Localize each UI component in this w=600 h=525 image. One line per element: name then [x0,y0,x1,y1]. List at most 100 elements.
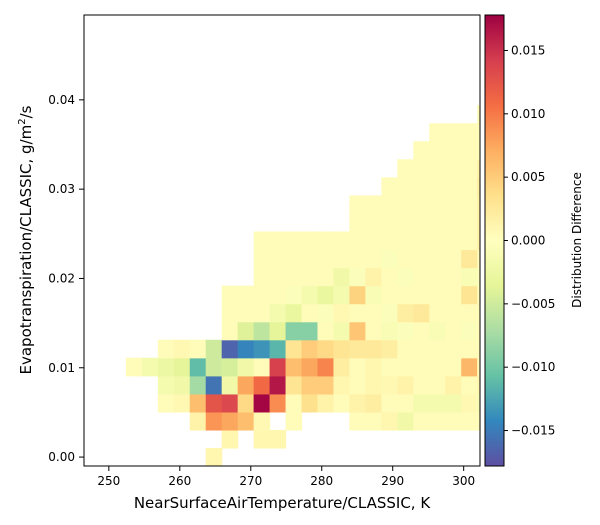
heatmap-cell [253,339,271,359]
x-tick-label: 250 [97,474,120,488]
heatmap-cell [301,393,319,413]
heatmap-cell [541,250,558,269]
heatmap-cell [429,339,446,359]
heatmap-cell [205,357,223,377]
heatmap-cell [285,285,303,305]
heatmap-cell [525,195,542,214]
heatmap-cell [333,321,351,341]
heatmap-cell [253,429,271,449]
heatmap-cell [541,268,558,287]
heatmap-cell [477,231,480,251]
heatmap-cell [445,141,462,160]
heatmap-cell [413,231,430,251]
heatmap-cell [461,231,478,251]
heatmap-cell [445,321,462,341]
y-axis-ticks: 0.00 0.01 0.02 0.03 0.04 [48,93,84,464]
heatmap-cell [349,231,366,251]
heatmap-cell [349,375,366,395]
x-tick-label: 300 [452,474,475,488]
heatmap-cell [509,394,526,413]
heatmap-cell [525,268,542,287]
heatmap-cell [317,357,335,377]
heatmap-cell [413,249,430,269]
heatmap-cell [477,249,480,269]
heatmap-cell [461,249,478,269]
heatmap-cell [541,376,558,395]
heatmap-cell [269,285,287,305]
heatmap-cell [429,411,446,431]
heatmap-cell [413,321,430,341]
heatmap-cell [333,303,351,323]
heatmap-cell [349,195,366,215]
heatmap-cell [557,87,574,106]
heatmap-cell [285,321,303,341]
heatmap-cell [349,285,366,305]
colorbar-gradient [484,14,505,467]
heatmap-cell [525,340,542,359]
heatmap-cell [269,267,287,287]
heatmap-cell [237,285,255,305]
x-tick-label: 290 [381,474,404,488]
heatmap-cell [477,213,480,233]
heatmap-cell [285,393,303,413]
heatmap-cell [221,303,239,323]
heatmap-cell [205,339,223,359]
heatmap-cell [397,321,414,341]
heatmap-cell [477,285,480,305]
heatmap-cell [221,357,239,377]
heatmap-cell [301,339,319,359]
heatmap-cell [365,231,382,251]
heatmap-cell [413,213,430,233]
heatmap-cell [365,213,382,233]
heatmap-cell [285,267,303,287]
heatmap-cell [541,195,558,214]
heatmap-cell [429,177,446,196]
heatmap-cell [381,357,398,377]
heatmap-cell [461,339,478,359]
heatmap-cell [285,303,303,323]
heatmap-cell [557,69,574,88]
heatmap-cell [445,339,462,359]
heatmap-cell [205,411,223,431]
heatmap-cell [477,159,480,178]
heatmap-cell [429,141,446,160]
heatmap-cell [397,195,414,215]
heatmap-cell [413,357,430,377]
colorbar-tick-label: −0.005 [511,297,555,311]
heatmap-cell [349,249,366,269]
heatmap-cell [477,303,480,323]
colorbar-tick-label: 0.005 [511,170,545,184]
heatmap-cell [381,303,398,323]
heatmap-cell [573,340,590,359]
heatmap-cell [509,123,526,142]
heatmap-cell [461,177,478,196]
heatmap-cell [301,285,319,305]
heatmap-cell [381,321,398,341]
colorbar-label: Distribution Difference [570,172,584,308]
heatmap-cell [269,231,287,251]
heatmap-cell [397,339,414,359]
heatmap-cell [573,412,590,431]
heatmap-cell [461,159,478,178]
heatmap-cell [221,321,239,341]
heatmap-cell [221,411,239,431]
heatmap-cell [349,339,366,359]
heatmap-cell [509,376,526,395]
y-axis-label: Evapotranspiration/CLASSIC, g/m2/s [17,105,35,374]
heatmap-cell [301,267,319,287]
heatmap-cell [541,213,558,232]
heatmap-cell [397,303,414,323]
heatmap-cell [381,249,398,269]
heatmap-cell [413,159,430,178]
heatmap-cell [349,267,366,287]
heatmap-cell [349,411,366,431]
heatmap-cell [557,358,574,377]
x-axis-ticks: 250 260 270 280 290 300 [97,466,475,488]
heatmap-cell [429,159,446,178]
heatmap-cell [573,430,590,449]
heatmap-cell [589,412,600,431]
heatmap-cell [301,231,319,251]
heatmap-cell [413,141,430,160]
heatmap-cell [173,375,191,395]
heatmap-cell [333,231,351,251]
